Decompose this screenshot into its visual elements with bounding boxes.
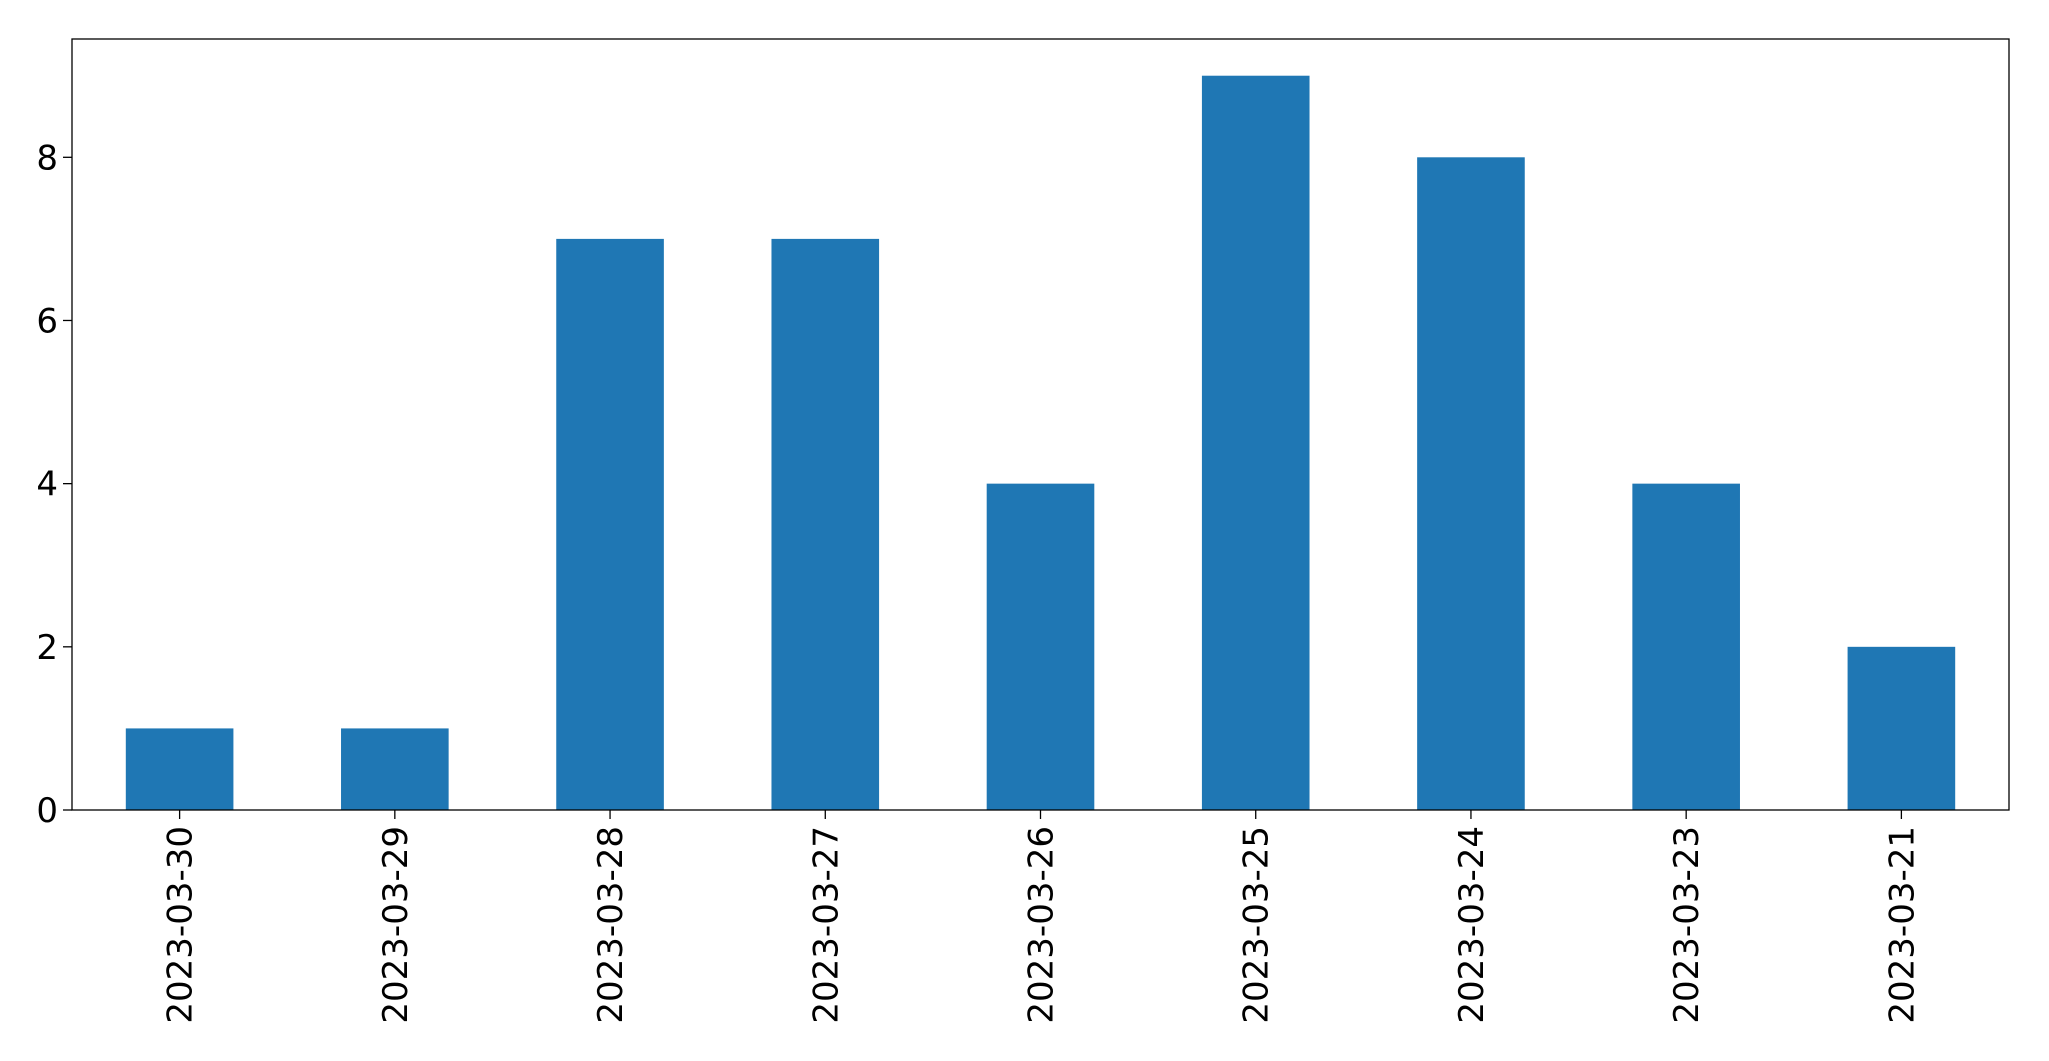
y-tick-label: 4 bbox=[36, 465, 58, 505]
x-tick-label: 2023-03-24 bbox=[1452, 826, 1492, 1024]
bar bbox=[125, 728, 234, 810]
y-tick-label: 0 bbox=[36, 791, 58, 831]
x-tick-label: 2023-03-28 bbox=[591, 826, 631, 1024]
plot-frame bbox=[71, 38, 2010, 811]
x-tick-label: 2023-03-26 bbox=[1022, 826, 1062, 1024]
x-tick-label: 2023-03-23 bbox=[1667, 826, 1707, 1024]
y-tick-label: 2 bbox=[36, 628, 58, 668]
x-tick-label: 2023-03-29 bbox=[376, 826, 416, 1024]
x-tick-label: 2023-03-21 bbox=[1882, 826, 1922, 1024]
y-tick-label: 8 bbox=[36, 138, 58, 178]
bar bbox=[771, 238, 880, 810]
bar bbox=[986, 483, 1095, 810]
bar bbox=[1847, 646, 1956, 810]
x-tick-label: 2023-03-30 bbox=[161, 826, 201, 1024]
bar bbox=[556, 238, 664, 810]
x-tick-label: 2023-03-25 bbox=[1237, 826, 1277, 1024]
bar bbox=[1201, 75, 1310, 810]
bar bbox=[341, 728, 449, 810]
bar bbox=[1417, 157, 1525, 811]
bar bbox=[1632, 483, 1740, 810]
x-tick-label: 2023-03-27 bbox=[806, 826, 846, 1024]
y-tick-label: 6 bbox=[36, 301, 58, 341]
